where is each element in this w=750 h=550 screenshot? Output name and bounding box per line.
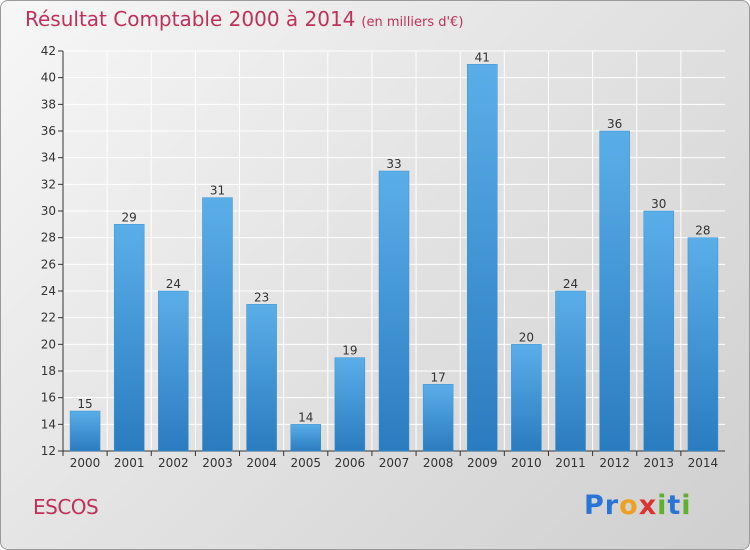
y-tick-label: 34 (41, 151, 56, 165)
x-tick-label: 2004 (246, 456, 277, 470)
x-tick-label: 2013 (644, 456, 675, 470)
bar-2004[interactable] (246, 304, 277, 452)
data-label: 17 (430, 370, 445, 384)
y-tick-label: 38 (41, 97, 56, 111)
bar-2010[interactable] (511, 344, 542, 452)
data-label: 31 (210, 184, 225, 198)
data-label: 19 (342, 344, 357, 358)
logo-letter: x (638, 490, 658, 521)
commune-name: ESCOS (33, 495, 99, 519)
bar-2011[interactable] (555, 290, 586, 452)
bars (69, 64, 719, 452)
y-tick-label: 40 (41, 71, 56, 85)
data-label: 20 (519, 330, 534, 344)
labels: 2000 15 2001 29 2002 24 2003 31 2004 23 2005 14 2006… (70, 50, 718, 470)
bar-2001[interactable] (113, 224, 145, 452)
data-label: 41 (475, 50, 490, 64)
y-tick-label: 42 (41, 44, 56, 58)
x-tick-label: 2005 (290, 456, 321, 470)
y-tick-label: 22 (41, 311, 56, 325)
bar-2009[interactable] (467, 64, 498, 452)
chart-title-main: Résultat Comptable 2000 à 2014 (25, 7, 356, 31)
y-tick-label: 24 (41, 284, 56, 298)
data-label: 33 (386, 157, 401, 171)
bar-2007[interactable] (378, 170, 410, 452)
bar-2005[interactable] (290, 424, 321, 452)
y-tick-label: 30 (41, 204, 56, 218)
logo-letter: t (667, 490, 682, 521)
logo-letter: i (657, 490, 668, 521)
x-tick-label: 2008 (423, 456, 454, 470)
x-tick-label: 2002 (158, 456, 189, 470)
y-tick-label: 32 (41, 177, 56, 191)
proxiti-logo[interactable]: Proxiti (584, 490, 692, 521)
x-tick-label: 2000 (70, 456, 101, 470)
data-label: 15 (77, 397, 92, 411)
x-tick-label: 2010 (511, 456, 542, 470)
data-label: 24 (166, 277, 181, 291)
bar-2002[interactable] (158, 290, 189, 452)
y-tick-label: 18 (41, 364, 56, 378)
data-label: 23 (254, 290, 269, 304)
x-tick-label: 2001 (114, 456, 145, 470)
y-tick-label: 28 (41, 231, 56, 245)
bar-2013[interactable] (643, 210, 675, 452)
y-tick-label: 12 (41, 444, 56, 458)
data-label: 30 (651, 197, 666, 211)
data-label: 36 (607, 117, 622, 131)
data-label: 24 (563, 277, 578, 291)
y-tick-label: 36 (41, 124, 56, 138)
x-tick-label: 2012 (599, 456, 630, 470)
bar-2006[interactable] (334, 357, 366, 452)
y-tick-label: 20 (41, 337, 56, 351)
data-label: 28 (695, 224, 710, 238)
chart-title: Résultat Comptable 2000 à 2014 (en millie… (25, 7, 463, 31)
logo-letter: o (619, 490, 639, 521)
bar-2000[interactable] (69, 410, 101, 452)
chart-title-unit: (en milliers d'€) (361, 15, 464, 30)
logo-letter: P (584, 490, 605, 521)
bar-2003[interactable] (202, 197, 233, 452)
bar-2012[interactable] (599, 130, 630, 452)
data-label: 14 (298, 410, 313, 424)
y-tick-label: 14 (41, 417, 56, 431)
data-label: 29 (122, 210, 137, 224)
y-tick-label: 26 (41, 257, 56, 271)
x-tick-label: 2006 (335, 456, 366, 470)
logo-letter: r (604, 490, 620, 521)
x-tick-label: 2007 (379, 456, 410, 470)
y-tick-label: 16 (41, 391, 56, 405)
x-tick-label: 2011 (555, 456, 586, 470)
x-tick-label: 2003 (202, 456, 233, 470)
bar-2014[interactable] (687, 237, 719, 452)
logo-letter: i (681, 490, 692, 521)
x-tick-label: 2014 (688, 456, 719, 470)
bar-2008[interactable] (422, 384, 454, 452)
x-tick-label: 2009 (467, 456, 498, 470)
